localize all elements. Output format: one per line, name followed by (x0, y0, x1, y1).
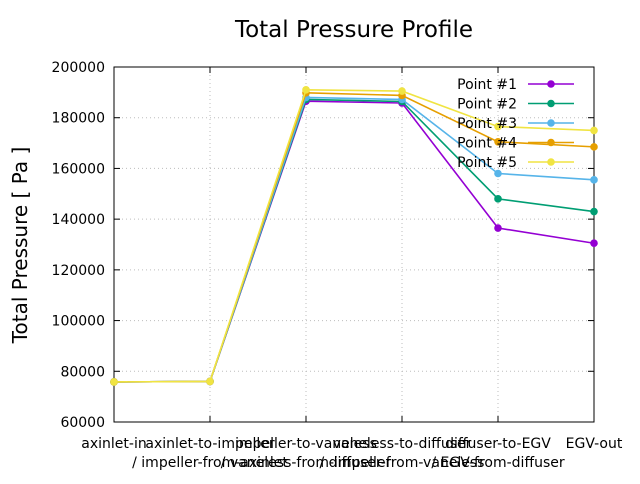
series (110, 93, 598, 386)
legend-swatch-point (547, 119, 555, 127)
legend: Point #1 Point #2 Point #3 Point #4 Point #5 (457, 77, 574, 171)
legend-swatch-point (547, 80, 555, 88)
chart-title: Total Pressure Profile (234, 17, 473, 43)
legend-label: Point #4 (457, 136, 517, 152)
x-tick-label: vaneless-to-diffuser (333, 436, 472, 452)
grid-layer (114, 67, 594, 422)
data-point (494, 138, 502, 146)
series-line (113, 98, 595, 383)
y-tick-label: 100000 (52, 314, 105, 330)
data-point (590, 176, 598, 184)
x-tick-label: diffuser-to-EGV (445, 436, 551, 452)
data-point (494, 169, 502, 178)
series (110, 97, 598, 386)
series-line (113, 89, 595, 383)
plot-frame (113, 66, 595, 423)
series (110, 89, 598, 386)
data-point (302, 86, 310, 94)
x-tick-label: / diffuser-from-vaneless (320, 455, 485, 471)
x-tick-label: / EGV-from-diffuser (431, 455, 565, 471)
data-point (590, 126, 598, 135)
x-tick-label: axinlet-to-impeller (145, 436, 274, 452)
series-line (113, 92, 595, 383)
legend-label: Point #5 (457, 155, 517, 171)
legend-swatch-point (547, 158, 555, 166)
x-tick-label: / impeller-from-axinlet (132, 455, 288, 471)
y-tick-label: 160000 (52, 161, 105, 177)
data-point (590, 239, 598, 248)
legend-label: Point #3 (457, 116, 517, 132)
x-tick-label: axinlet-in (81, 436, 146, 452)
data-point (494, 195, 502, 203)
y-tick-label: 180000 (52, 111, 105, 127)
data-point (590, 143, 598, 151)
legend-swatch-point (547, 99, 555, 108)
data-point (398, 87, 406, 95)
y-tick-label: 200000 (52, 60, 105, 76)
data-point (494, 224, 502, 232)
legend-label: Point #2 (457, 97, 517, 113)
y-tick-label: 60000 (60, 415, 105, 431)
data-point (590, 207, 598, 216)
series-layer (110, 86, 598, 386)
y-tick-label: 120000 (52, 263, 105, 279)
y-tick-label: 80000 (60, 364, 105, 380)
y-axis-label: Total Pressure [ Pa ] (8, 147, 32, 345)
data-point (494, 122, 502, 131)
data-point (206, 377, 214, 386)
legend-label: Point #1 (457, 77, 517, 93)
x-tick-label: impeller-to-vaneless (235, 436, 377, 452)
data-point (110, 378, 118, 386)
series (110, 95, 598, 386)
x-tick-label: / vaneless-from-impeller (221, 455, 392, 471)
series-line (113, 96, 595, 383)
ticks-layer: 60000 80000 100000 120000 140000 160000 180000… (52, 60, 623, 471)
y-tick-label: 140000 (52, 212, 105, 228)
series (110, 86, 598, 386)
legend-swatch-point (547, 138, 555, 147)
x-tick-label: EGV-out (566, 436, 623, 452)
